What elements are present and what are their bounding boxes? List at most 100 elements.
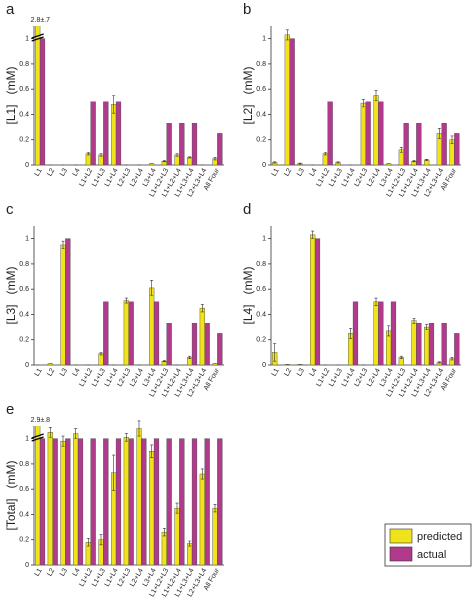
legend: predicted actual — [384, 523, 472, 567]
bar — [73, 433, 79, 565]
y-tick-label: 0.4 — [19, 311, 29, 318]
axis-break — [31, 33, 44, 42]
error-bar — [450, 135, 454, 144]
bar — [123, 437, 129, 565]
x-tick-label: L1 — [271, 367, 281, 377]
panel-letter: d — [243, 201, 251, 218]
error-bar — [200, 468, 204, 480]
error-bar — [399, 355, 403, 359]
error-bar — [175, 153, 179, 157]
bar — [212, 507, 218, 565]
error-bar — [162, 160, 166, 163]
error-bar — [323, 152, 327, 156]
panel-letter: a — [6, 1, 15, 18]
error-bar — [285, 29, 289, 41]
y-tick-label: 0 — [25, 162, 29, 169]
bar — [98, 353, 104, 365]
bar — [352, 301, 359, 365]
bar — [47, 432, 53, 565]
bar — [60, 440, 66, 565]
bar — [39, 38, 46, 165]
panel-letter: b — [243, 1, 251, 18]
error-bar — [74, 428, 78, 439]
error-bar — [99, 534, 103, 546]
bars — [35, 26, 223, 165]
annotation: 2.8±.7 — [31, 17, 51, 24]
error-bar — [86, 538, 90, 547]
y-tick-label: 0.6 — [19, 486, 29, 493]
error-bar — [273, 161, 277, 164]
y-tick-label: 0.2 — [19, 137, 29, 144]
x-tick-label: L3 — [59, 367, 69, 377]
bar — [179, 123, 185, 165]
bars — [272, 34, 460, 165]
x-tick-label: L1 — [34, 567, 44, 577]
error-bar — [124, 297, 128, 304]
y-tick-label: 0.6 — [19, 86, 29, 93]
axis-break — [31, 433, 44, 442]
bar — [403, 123, 409, 165]
bar — [191, 438, 198, 565]
bar — [204, 323, 210, 365]
x-tick-label: L4 — [72, 167, 82, 177]
x-tick-label: L4 — [72, 367, 82, 377]
bar — [115, 101, 122, 165]
bar — [424, 326, 430, 365]
bar — [187, 543, 193, 565]
y-tick-label: 1 — [25, 35, 29, 42]
y-axis-label: [L2] (mM) — [241, 66, 255, 124]
error-bar — [188, 540, 192, 547]
bar — [373, 301, 379, 365]
bar — [166, 438, 172, 565]
y-axis-label: [L1] (mM) — [4, 66, 18, 124]
error-bar — [124, 433, 128, 442]
panel-letter: c — [6, 201, 14, 218]
bar — [123, 300, 129, 365]
bar — [373, 95, 379, 165]
y-tick-label: 0.6 — [19, 286, 29, 293]
error-bar — [137, 420, 141, 437]
bar — [90, 101, 96, 165]
y-tick-label: 0.4 — [19, 111, 29, 118]
y-tick-label: 0.2 — [19, 337, 29, 344]
error-bar — [61, 435, 65, 447]
error-bar — [61, 240, 65, 250]
bar — [416, 323, 422, 365]
error-bar — [188, 156, 192, 159]
bar — [52, 438, 58, 565]
error-bar — [213, 157, 217, 161]
y-tick-label: 0.2 — [256, 337, 266, 344]
y-tick-label: 0 — [25, 362, 29, 369]
bar — [103, 438, 109, 565]
bar — [217, 133, 223, 165]
error-bar — [188, 355, 192, 359]
y-axis-label: [Total] (mM) — [4, 460, 18, 530]
bar — [289, 38, 295, 165]
bar — [153, 301, 160, 365]
bar — [365, 101, 371, 165]
x-tick-label: L3 — [296, 367, 306, 377]
x-tick-label: L4 — [72, 567, 82, 577]
error-bar — [336, 161, 340, 164]
bar — [204, 438, 210, 565]
bars — [35, 426, 223, 565]
y-tick-label: 1 — [262, 235, 266, 242]
y-tick-label: 0.4 — [19, 511, 29, 518]
x-tick-label: L3 — [59, 567, 69, 577]
bar — [217, 438, 223, 565]
bar — [327, 101, 333, 165]
bar — [390, 301, 397, 365]
bar — [153, 438, 160, 565]
y-tick-label: 0.8 — [256, 61, 266, 68]
bar — [360, 102, 366, 165]
x-tick-label: L4 — [309, 367, 319, 377]
y-tick-label: 0.8 — [256, 261, 266, 268]
y-tick-label: 0.4 — [256, 111, 266, 118]
legend-swatch — [389, 546, 413, 562]
x-tick-label: L3 — [59, 167, 69, 177]
bar — [128, 438, 134, 565]
error-bar — [175, 502, 179, 514]
